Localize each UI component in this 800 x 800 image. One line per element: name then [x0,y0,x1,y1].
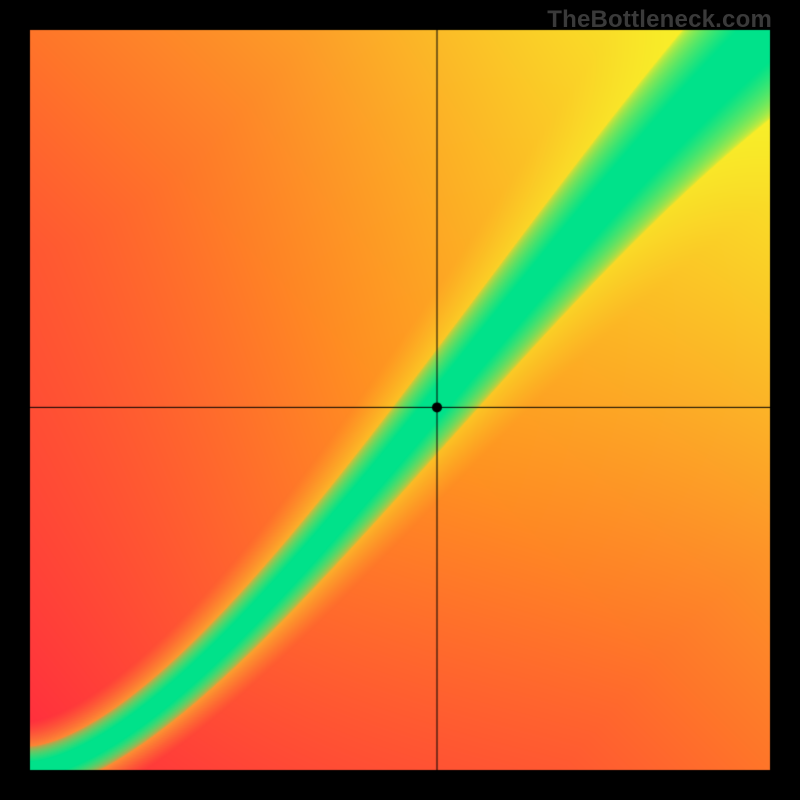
bottleneck-heatmap [0,0,800,800]
root-container: TheBottleneck.com [0,0,800,800]
watermark-text: TheBottleneck.com [547,6,772,34]
